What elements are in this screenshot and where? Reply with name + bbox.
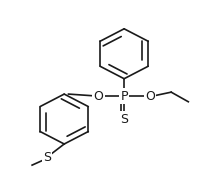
Text: O: O	[94, 89, 103, 103]
Text: S: S	[120, 113, 128, 126]
Text: S: S	[43, 151, 51, 164]
Text: O: O	[145, 89, 155, 103]
Text: P: P	[120, 89, 128, 103]
